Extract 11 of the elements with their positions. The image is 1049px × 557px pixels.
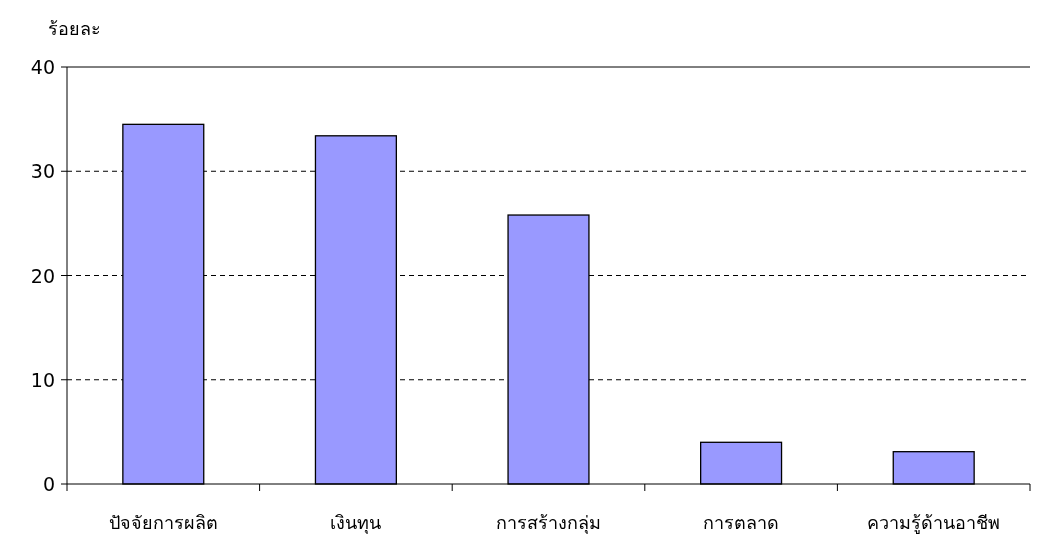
- y-axis-title: ร้อยละ: [48, 18, 101, 39]
- y-tick-label: 20: [30, 264, 55, 287]
- x-tick-label: การตลาด: [703, 512, 780, 533]
- x-tick-label: เงินทุน: [330, 512, 382, 534]
- y-tick-label: 30: [30, 160, 55, 183]
- y-tick-label: 40: [30, 56, 55, 78]
- x-tick-label: ปัจจัยการผลิต: [108, 512, 218, 533]
- y-tick-label: 0: [42, 473, 55, 495]
- x-tick-label: การสร้างกลุ่ม: [496, 512, 601, 534]
- x-tick-label: ความรู้ด้านอาชีพ: [867, 512, 1001, 534]
- y-tick-label: 10: [30, 368, 55, 391]
